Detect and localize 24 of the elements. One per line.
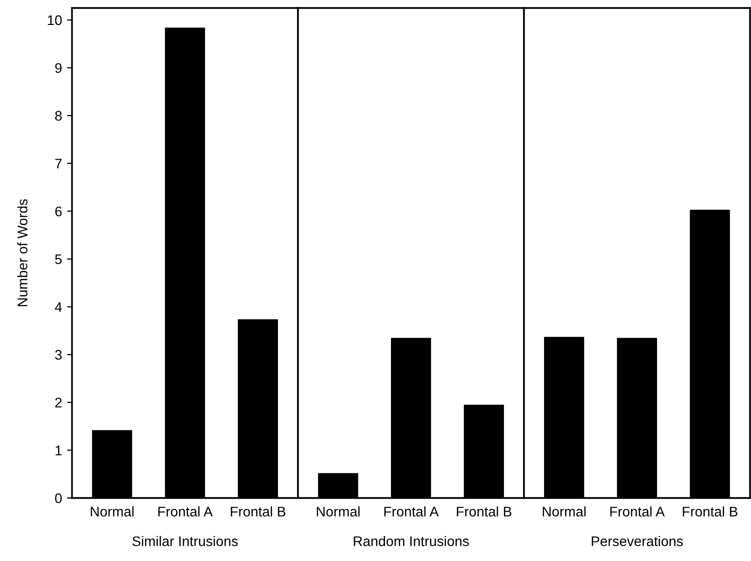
x-tick-label: Frontal A	[384, 506, 439, 517]
y-tick-label: 2	[55, 398, 62, 408]
x-tick-label: Normal	[90, 506, 134, 517]
y-tick-label: 9	[55, 63, 62, 73]
x-tick-label: Frontal B	[230, 506, 286, 517]
x-tick-label: Frontal A	[158, 506, 213, 517]
x-axis-title: Random Intrusions	[354, 536, 469, 546]
y-tick-label: 10	[48, 15, 62, 26]
y-tick-label: 6	[55, 206, 62, 216]
x-axis-title: Similar Intrusions	[132, 536, 238, 546]
y-tick-label: 3	[55, 350, 62, 360]
y-tick-label: 8	[55, 110, 62, 121]
y-tick-label: 4	[54, 302, 62, 312]
y-tick-label: 7	[55, 158, 62, 168]
y-tick-label: 0	[55, 493, 62, 504]
y-axis-title: Number of Words	[17, 199, 28, 306]
x-tick-label: Normal	[316, 506, 360, 517]
x-axis-title: Perseverations	[592, 536, 683, 546]
x-tick-label: Frontal B	[682, 506, 738, 517]
y-tick-label: 1	[56, 446, 62, 456]
x-tick-label: Frontal A	[610, 506, 665, 517]
x-tick-label: Normal	[542, 506, 586, 517]
y-tick-label: 5	[55, 254, 62, 264]
x-tick-label: Frontal B	[456, 506, 512, 517]
